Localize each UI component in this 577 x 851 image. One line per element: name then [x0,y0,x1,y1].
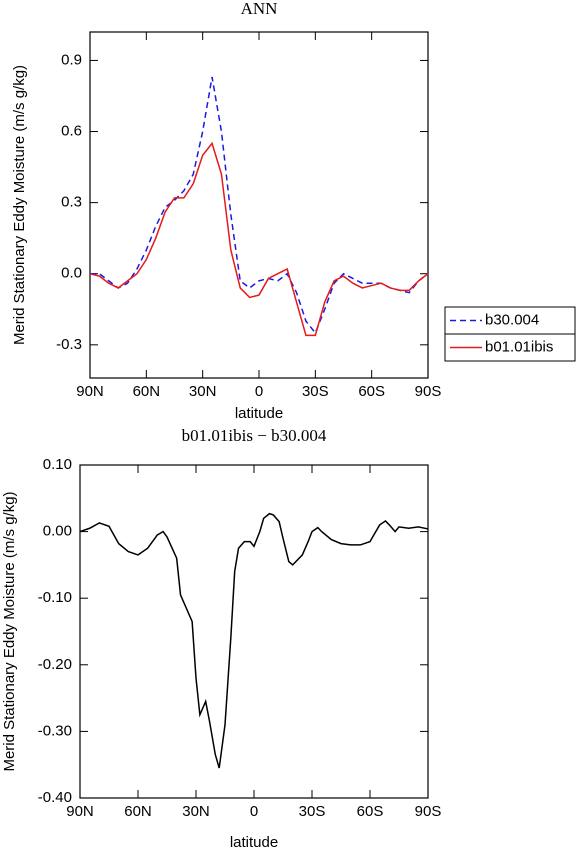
legend-label: b30.004 [485,311,539,328]
x-tick-label: 60N [133,383,161,400]
chart-title: b01.01ibis − b30.004 [182,426,327,445]
y-tick-label: 0.10 [43,456,72,473]
y-axis-label: Merid Stationary Eddy Moisture (m/s g/kg… [11,65,28,345]
legend-label: b01.01ibis [485,338,553,355]
x-tick-label: 30N [189,383,217,400]
x-tick-label: 60S [358,383,385,400]
y-tick-label: 0.6 [61,123,82,140]
y-tick-label: -0.20 [38,656,72,673]
y-tick-label: 0.0 [61,265,82,282]
data-line [79,512,429,769]
x-axis-label: latitude [235,405,283,422]
data-line [89,141,429,337]
y-tick-label: 0.3 [61,194,82,211]
y-tick-label: 0.9 [61,51,82,68]
x-tick-label: 90N [76,383,104,400]
y-tick-label: -0.3 [56,336,82,353]
x-tick-label: 90S [415,803,442,820]
y-tick-label: -0.30 [38,722,72,739]
x-tick-label: 60S [357,803,384,820]
plot-frame [79,464,429,799]
x-tick-label: 0 [250,803,258,820]
y-tick-label: -0.10 [38,589,72,606]
x-axis-label: latitude [230,834,278,851]
y-axis-label: Merid Stationary Eddy Moisture (m/s g/kg… [1,491,18,771]
x-tick-label: 30N [182,803,210,820]
x-tick-label: 30S [302,383,329,400]
x-tick-label: 60N [124,803,152,820]
chart-title: ANN [241,0,278,18]
x-tick-label: 0 [255,383,263,400]
legend-box [444,333,576,362]
y-tick-label: 0.00 [43,523,72,540]
plot-frame [89,31,429,379]
y-tick-label: -0.40 [38,789,72,806]
x-tick-label: 90N [66,803,94,820]
x-tick-label: 30S [299,803,326,820]
x-tick-label: 90S [415,383,442,400]
data-line [90,76,429,335]
